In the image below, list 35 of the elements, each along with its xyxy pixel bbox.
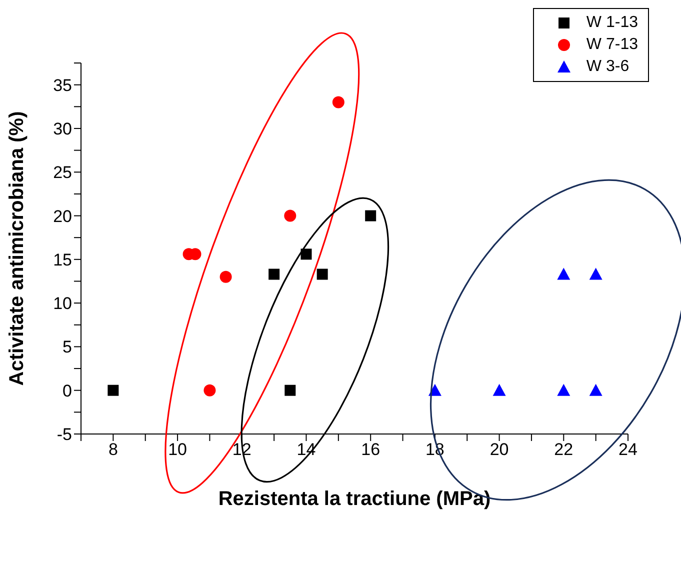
legend-label: W 3-6: [586, 58, 630, 76]
point: [589, 268, 602, 280]
point: [220, 270, 232, 283]
point: [316, 268, 328, 280]
x-tick-label: 22: [554, 440, 574, 460]
x-tick-label: 20: [490, 440, 509, 460]
point: [204, 384, 216, 396]
y-tick-label: 20: [53, 206, 72, 226]
legend-label: W 1-13: [586, 14, 638, 32]
point: [284, 210, 296, 222]
y-tick-label: 25: [53, 163, 72, 182]
y-tick-label: 5: [62, 338, 72, 357]
x-tick-label: 24: [618, 440, 638, 460]
y-tick-label: 30: [53, 120, 72, 139]
legend-label: W 7-13: [586, 36, 638, 54]
x-tick-label: 16: [361, 440, 380, 460]
point: [557, 384, 570, 396]
point: [284, 384, 296, 396]
x-axis-title: Rezistenta la tractiune (MPa): [218, 488, 491, 510]
point: [332, 96, 344, 108]
y-axis-title: Activitate antimicrobiana (%): [6, 111, 28, 386]
point: [557, 268, 570, 280]
y-tick-label: -5: [56, 425, 72, 444]
x-tick-label: 8: [108, 440, 118, 460]
point: [365, 210, 376, 222]
x-tick-label: 10: [168, 440, 187, 460]
point: [268, 268, 280, 280]
point: [492, 384, 506, 396]
point: [589, 384, 602, 396]
y-tick-label: 10: [53, 294, 72, 314]
y-tick-label: 0: [62, 381, 72, 400]
y-tick-label: 15: [53, 250, 72, 270]
point: [300, 248, 312, 260]
point: [108, 384, 119, 396]
y-tick-label: 35: [53, 76, 72, 95]
